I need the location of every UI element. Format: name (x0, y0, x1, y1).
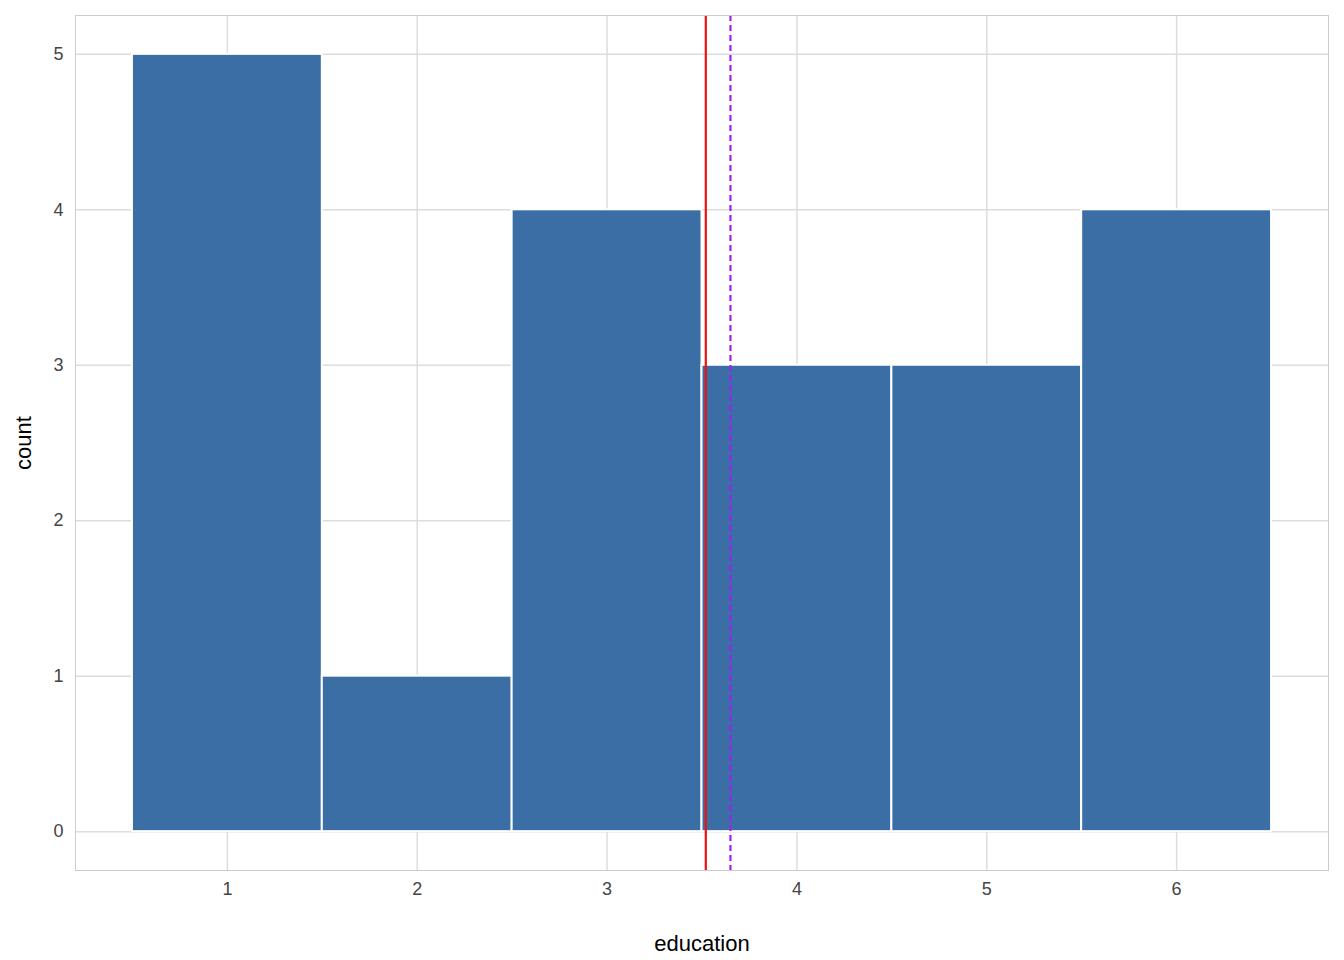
svg-text:education: education (654, 931, 749, 956)
svg-text:4: 4 (792, 879, 802, 899)
svg-text:1: 1 (53, 666, 63, 686)
svg-text:5: 5 (53, 44, 63, 64)
svg-text:3: 3 (53, 355, 63, 375)
svg-text:1: 1 (222, 879, 232, 899)
svg-text:2: 2 (412, 879, 422, 899)
svg-text:3: 3 (602, 879, 612, 899)
svg-text:2: 2 (53, 510, 63, 530)
svg-text:0: 0 (53, 821, 63, 841)
svg-text:4: 4 (53, 200, 63, 220)
svg-text:6: 6 (1172, 879, 1182, 899)
svg-text:5: 5 (982, 879, 992, 899)
svg-text:count: count (11, 416, 36, 470)
